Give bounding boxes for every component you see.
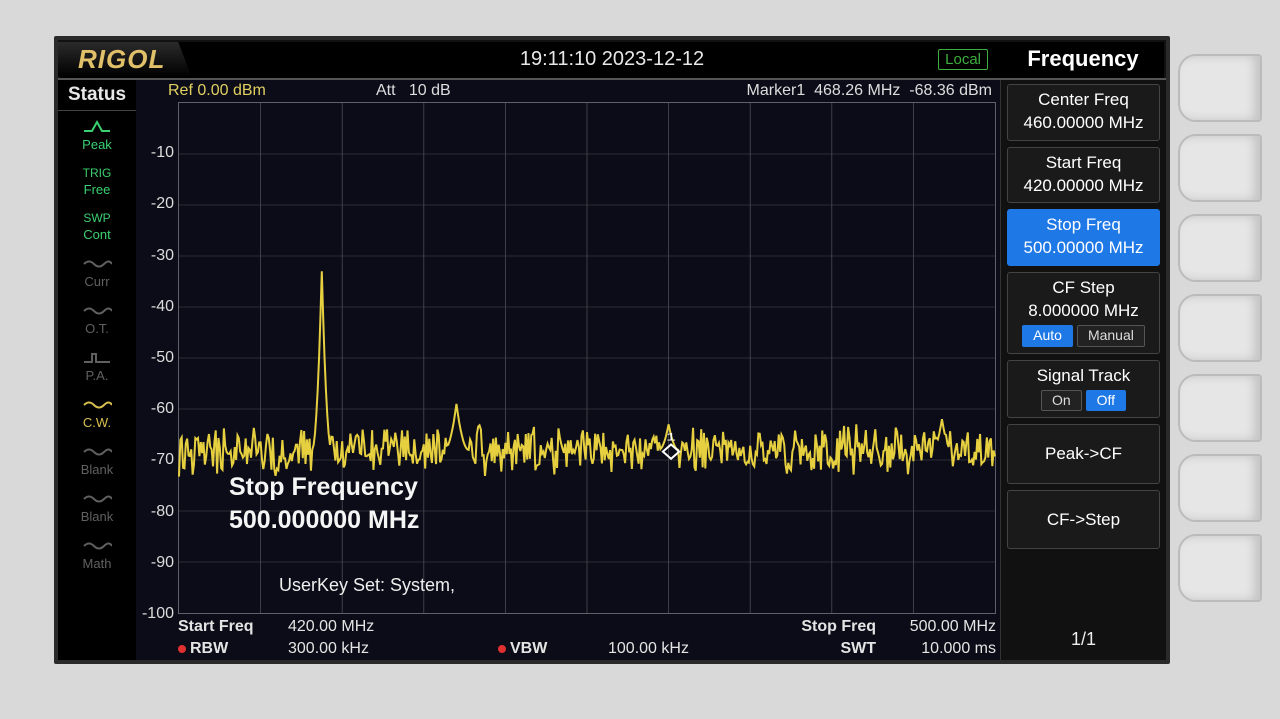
- overlay-text: Stop Frequency 500.000000 MHz: [229, 471, 419, 536]
- phys-softkey-3[interactable]: [1178, 214, 1262, 282]
- swt-value: 10.000 ms: [876, 640, 996, 658]
- main-area: Status PeakTRIGFreeSWPContCurrO.T.P.A.C.…: [58, 80, 1166, 660]
- cf-step-auto-toggle[interactable]: Auto: [1022, 325, 1073, 347]
- y-tick-label: -100: [142, 605, 174, 623]
- status-item-p.a.: P.A.: [58, 342, 136, 389]
- phys-softkey-7[interactable]: [1178, 534, 1262, 602]
- vbw-label: VBW: [498, 640, 608, 658]
- stop-freq-value: 500.00 MHz: [876, 618, 996, 636]
- status-item-o.t.: O.T.: [58, 295, 136, 342]
- swt-label: SWT: [766, 640, 876, 658]
- menu-title: Frequency: [1000, 46, 1166, 72]
- marker-diamond-icon: [663, 444, 679, 458]
- brand-wrap: RIGOL: [58, 42, 191, 77]
- status-wave-icon: [82, 538, 112, 554]
- ref-level: Ref 0.00 dBm: [168, 82, 266, 100]
- y-tick-label: -90: [151, 554, 174, 572]
- status-wave-icon: [82, 397, 112, 413]
- plot-grid: 1 Stop Frequency 500.000000 MHz UserKey …: [178, 102, 996, 614]
- stop-freq-button[interactable]: Stop Freq 500.00000 MHz: [1007, 209, 1160, 266]
- phys-softkey-6[interactable]: [1178, 454, 1262, 522]
- plot-footer: Start Freq 420.00 MHz Stop Freq 500.00 M…: [178, 616, 996, 660]
- status-wave-icon: [82, 444, 112, 460]
- status-item-math: Math: [58, 530, 136, 577]
- y-tick-label: -70: [151, 451, 174, 469]
- userkey-text: UserKey Set: System,: [279, 575, 455, 596]
- y-tick-label: -10: [151, 144, 174, 162]
- status-wave-icon: [82, 491, 112, 507]
- spectrum-plot: Ref 0.00 dBm Att 10 dB Marker1 468.26 MH…: [136, 80, 1000, 660]
- rbw-value: 300.00 kHz: [288, 640, 438, 658]
- rbw-label: RBW: [178, 640, 288, 658]
- status-header: Status: [58, 80, 136, 111]
- spectrum-trace: [179, 271, 995, 476]
- softkey-menu: Center Freq 460.00000 MHz Start Freq 420…: [1000, 80, 1166, 660]
- status-column: Status PeakTRIGFreeSWPContCurrO.T.P.A.C.…: [58, 80, 136, 660]
- y-tick-label: -60: [151, 400, 174, 418]
- stop-freq-label: Stop Freq: [766, 618, 876, 636]
- phys-softkey-4[interactable]: [1178, 294, 1262, 362]
- cf-step-manual-toggle[interactable]: Manual: [1077, 325, 1145, 347]
- status-item-c.w.: C.W.: [58, 389, 136, 436]
- status-item-free: TRIGFree: [58, 158, 136, 203]
- y-tick-label: -20: [151, 195, 174, 213]
- signal-track-off-toggle[interactable]: Off: [1086, 390, 1126, 412]
- status-item-blank: Blank: [58, 436, 136, 483]
- phys-softkey-5[interactable]: [1178, 374, 1262, 442]
- start-freq-button[interactable]: Start Freq 420.00000 MHz: [1007, 147, 1160, 204]
- status-item-cont: SWPCont: [58, 203, 136, 248]
- top-bar: RIGOL 19:11:10 2023-12-12 Local Frequenc…: [58, 40, 1166, 78]
- brand-logo: RIGOL: [78, 44, 165, 74]
- status-item-blank: Blank: [58, 483, 136, 530]
- vbw-value: 100.00 kHz: [608, 640, 758, 658]
- marker-index: 1: [666, 431, 676, 444]
- start-freq-value: 420.00 MHz: [288, 618, 438, 636]
- signal-track-on-toggle[interactable]: On: [1041, 390, 1082, 412]
- y-tick-label: -40: [151, 298, 174, 316]
- marker-readout: Marker1 468.26 MHz -68.36 dBm: [747, 82, 992, 100]
- physical-softkeys: [1178, 54, 1266, 614]
- cf-to-step-button[interactable]: CF->Step: [1007, 490, 1160, 549]
- start-freq-label: Start Freq: [178, 618, 288, 636]
- signal-track-button[interactable]: Signal Track On Off: [1007, 360, 1160, 419]
- status-item-peak: Peak: [58, 111, 136, 158]
- attenuation: Att 10 dB: [376, 82, 451, 100]
- cf-step-button[interactable]: CF Step 8.000000 MHz Auto Manual: [1007, 272, 1160, 354]
- mode-badge: Local: [938, 49, 988, 70]
- status-wave-icon: [82, 119, 112, 135]
- status-wave-icon: [82, 256, 112, 272]
- menu-page-indicator: 1/1: [1001, 629, 1166, 650]
- center-freq-button[interactable]: Center Freq 460.00000 MHz: [1007, 84, 1160, 141]
- phys-softkey-1[interactable]: [1178, 54, 1262, 122]
- y-tick-label: -30: [151, 247, 174, 265]
- peak-to-cf-button[interactable]: Peak->CF: [1007, 424, 1160, 483]
- phys-softkey-2[interactable]: [1178, 134, 1262, 202]
- y-axis-labels: -10-20-30-40-50-60-70-80-90-100: [136, 102, 178, 614]
- y-tick-label: -80: [151, 503, 174, 521]
- instrument-screen: RIGOL 19:11:10 2023-12-12 Local Frequenc…: [54, 36, 1170, 664]
- plot-header: Ref 0.00 dBm Att 10 dB Marker1 468.26 MH…: [136, 80, 1000, 102]
- status-item-curr: Curr: [58, 248, 136, 295]
- y-tick-label: -50: [151, 349, 174, 367]
- status-wave-icon: [82, 303, 112, 319]
- clock: 19:11:10 2023-12-12: [520, 48, 704, 71]
- status-wave-icon: [82, 350, 112, 366]
